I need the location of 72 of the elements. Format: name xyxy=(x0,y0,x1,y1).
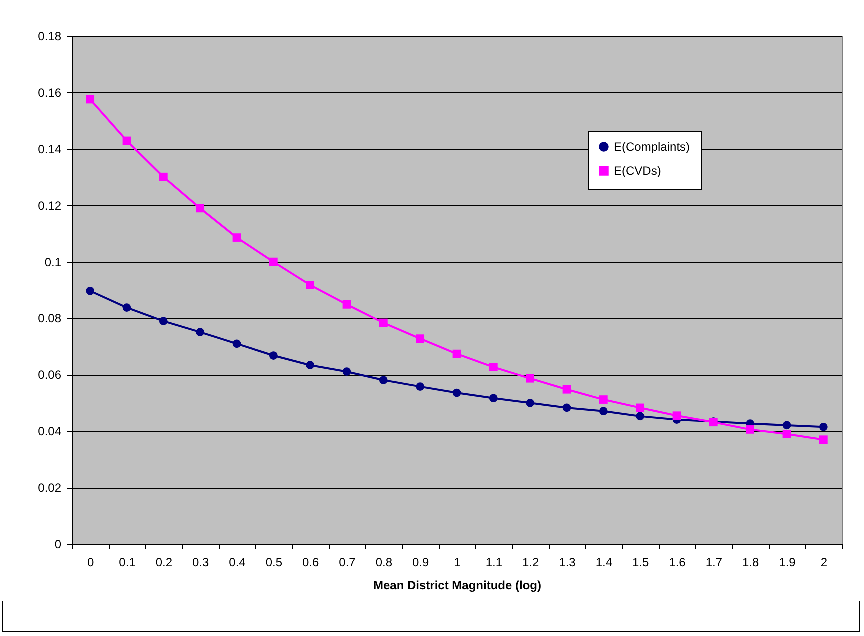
point xyxy=(196,328,205,337)
y-tick-label: 0 xyxy=(54,538,62,552)
x-tick-label: 1.8 xyxy=(742,556,760,570)
y-tick-label: 0.06 xyxy=(38,368,62,382)
x-tick-label: 1.6 xyxy=(669,556,686,570)
x-tick-label: 0.2 xyxy=(156,556,173,570)
point xyxy=(159,317,168,326)
point xyxy=(452,388,462,398)
point xyxy=(672,412,682,420)
point xyxy=(232,234,242,242)
point xyxy=(306,361,315,370)
point xyxy=(819,436,828,444)
x-tick-label: 1.4 xyxy=(596,556,613,570)
point xyxy=(342,368,352,376)
point xyxy=(452,350,462,358)
y-tick-label: 0.02 xyxy=(38,481,62,496)
point xyxy=(379,318,388,328)
y-tick-label: 0.08 xyxy=(38,312,62,326)
legend-label: E(Complaints) xyxy=(614,140,690,154)
point xyxy=(526,374,535,383)
point xyxy=(269,352,278,360)
point xyxy=(232,340,242,348)
point xyxy=(122,304,132,312)
point xyxy=(636,412,645,421)
x-tick-label: 0.1 xyxy=(119,556,136,570)
x-tick-label: 1 xyxy=(454,556,462,570)
x-tick-label: 1.3 xyxy=(559,556,576,570)
point xyxy=(782,421,792,430)
point xyxy=(342,300,352,309)
x-tick-label: 2 xyxy=(820,556,828,570)
point xyxy=(416,334,425,344)
x-tick-label: 0.8 xyxy=(376,556,393,570)
point xyxy=(746,426,755,434)
point xyxy=(489,394,498,403)
legend-label: E(CVDs) xyxy=(614,164,662,178)
x-tick-label: 0.5 xyxy=(266,556,283,570)
x-tick-label: 0.4 xyxy=(229,556,246,570)
y-tick-label: 0.1 xyxy=(44,255,62,270)
x-tick-label: 1.1 xyxy=(486,556,503,570)
x-tick-label: 0.9 xyxy=(412,556,430,570)
point xyxy=(636,404,645,412)
point xyxy=(782,430,792,438)
x-axis-title: Mean District Magnitude (log) xyxy=(374,578,542,592)
point xyxy=(562,385,572,394)
point xyxy=(122,136,132,146)
y-tick-label: 0.14 xyxy=(38,142,62,156)
point xyxy=(416,382,425,391)
point xyxy=(306,281,315,290)
x-tick-label: 0.3 xyxy=(192,556,210,570)
x-tick-label: 1.2 xyxy=(522,556,540,570)
x-tick-label: 1.9 xyxy=(779,556,796,570)
y-tick-label: 0.04 xyxy=(38,424,62,439)
x-tick-label: 1.5 xyxy=(632,556,650,570)
x-tick-label: 0.6 xyxy=(302,556,320,570)
point xyxy=(269,258,278,266)
point xyxy=(196,204,205,213)
point xyxy=(526,398,535,408)
point xyxy=(86,286,95,296)
point xyxy=(379,376,388,384)
point xyxy=(819,422,828,432)
y-tick-label: 0.18 xyxy=(38,30,62,44)
point xyxy=(562,404,572,412)
x-tick-label: 0 xyxy=(87,556,94,570)
x-tick-label: 0.7 xyxy=(339,556,356,570)
y-tick-label: 0.12 xyxy=(38,198,62,213)
x-tick-label: 1.7 xyxy=(706,556,723,570)
point xyxy=(86,95,95,104)
point xyxy=(159,172,168,182)
point xyxy=(489,363,498,372)
y-tick-label: 0.16 xyxy=(38,86,62,100)
point xyxy=(599,407,608,416)
point xyxy=(599,396,608,404)
